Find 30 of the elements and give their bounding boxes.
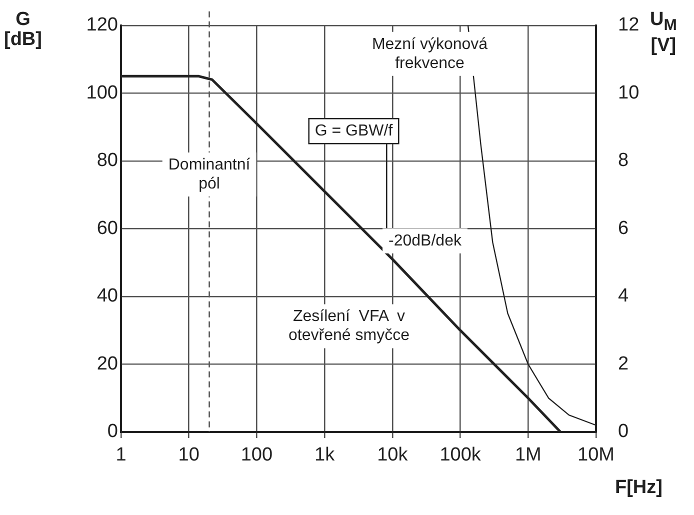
y-tick-label: 120 bbox=[86, 14, 118, 36]
annotation: G = GBW/f bbox=[314, 122, 394, 140]
y-axis-title: G [dB] bbox=[4, 9, 42, 50]
y2-tick-label: 4 bbox=[618, 286, 629, 307]
x-tick-label: 1M bbox=[514, 444, 542, 466]
y2-tick-label: 2 bbox=[618, 353, 629, 374]
y-tick-label: 60 bbox=[96, 218, 118, 239]
x-axis-title: F[Hz] bbox=[615, 477, 662, 498]
y-tick-label: 80 bbox=[96, 150, 118, 172]
x-tick-label: 10M bbox=[578, 444, 614, 466]
y2-tick-label: 10 bbox=[618, 82, 640, 104]
annotation: -20dB/dek bbox=[388, 232, 462, 250]
y-tick-label: 0 bbox=[107, 421, 118, 442]
y2-tick-label: 0 bbox=[618, 421, 629, 442]
y-tick-label: 100 bbox=[86, 82, 118, 104]
annotation: Mezní výkonová frekvence bbox=[372, 36, 488, 72]
x-tick-label: 1k bbox=[314, 444, 336, 466]
y2-tick-label: 12 bbox=[618, 14, 640, 36]
x-tick-label: 100 bbox=[240, 444, 273, 466]
y2-axis-title: U$_{M}$ [V] bbox=[650, 9, 677, 56]
annotation: Zesílení VFA v otevřené smyčce bbox=[288, 308, 410, 344]
x-tick-label: 1 bbox=[116, 444, 126, 466]
x-tick-label: 10k bbox=[377, 444, 408, 466]
x-tick-label: 100k bbox=[440, 444, 482, 466]
annotation: Dominantní pól bbox=[168, 156, 251, 192]
y2-tick-label: 8 bbox=[618, 150, 629, 172]
y2-tick-label: 6 bbox=[618, 218, 629, 239]
x-tick-label: 10 bbox=[178, 444, 200, 466]
y-tick-label: 20 bbox=[96, 353, 118, 374]
y-tick-label: 40 bbox=[96, 286, 118, 307]
